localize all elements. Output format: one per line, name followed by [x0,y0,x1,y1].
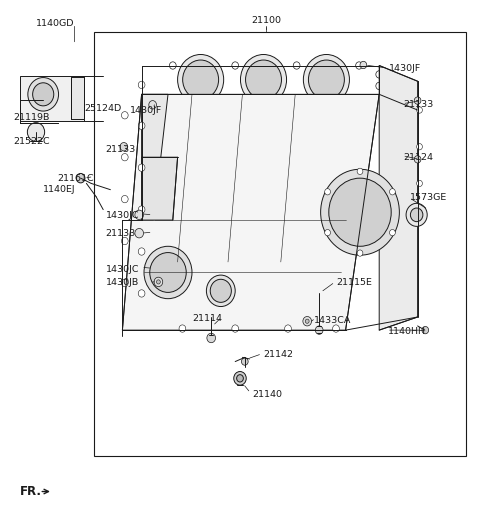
Circle shape [232,325,239,332]
Text: 1140HH: 1140HH [388,326,426,336]
Text: 1433CA: 1433CA [314,316,352,325]
Text: 21133: 21133 [106,145,136,154]
Circle shape [169,62,176,69]
Circle shape [121,154,128,161]
Circle shape [390,230,396,236]
Text: 1573GE: 1573GE [410,193,448,202]
Circle shape [324,189,330,195]
Circle shape [154,277,163,287]
Text: 21124: 21124 [403,152,433,162]
Circle shape [246,60,281,99]
Text: 21133: 21133 [403,100,433,110]
Text: 1430JC: 1430JC [106,211,139,221]
Text: 1140EJ: 1140EJ [43,185,76,194]
Polygon shape [71,77,84,119]
Circle shape [315,326,323,334]
Circle shape [28,78,59,111]
Text: 21161C: 21161C [58,173,94,183]
Circle shape [240,54,287,105]
Circle shape [417,144,422,150]
Text: 1430JF: 1430JF [130,105,162,115]
Circle shape [357,250,363,256]
Circle shape [138,122,145,129]
Circle shape [76,173,85,183]
Text: 21114: 21114 [192,313,222,323]
Circle shape [121,237,128,245]
Circle shape [149,101,156,109]
Polygon shape [20,76,84,121]
Circle shape [422,326,429,334]
Text: 1430JB: 1430JB [106,278,139,288]
Circle shape [27,123,45,141]
Circle shape [357,168,363,174]
Circle shape [138,290,145,297]
Circle shape [183,60,218,99]
Polygon shape [122,94,379,330]
Text: 21522C: 21522C [13,137,50,146]
Text: FR.: FR. [20,485,42,498]
Circle shape [417,180,422,187]
Circle shape [232,62,239,69]
Circle shape [120,143,128,151]
Circle shape [135,210,144,220]
Circle shape [360,61,367,69]
Circle shape [234,372,246,385]
Circle shape [414,97,421,104]
Circle shape [324,230,330,236]
Circle shape [241,358,248,365]
Circle shape [121,112,128,119]
Circle shape [179,325,186,332]
Circle shape [138,248,145,255]
Circle shape [309,60,344,99]
Circle shape [138,206,145,213]
Circle shape [135,228,144,238]
Circle shape [329,178,391,246]
Circle shape [206,275,235,307]
Circle shape [150,253,186,292]
Circle shape [138,81,145,89]
Circle shape [121,279,128,287]
Circle shape [321,169,399,255]
Text: 21133: 21133 [106,228,136,238]
Circle shape [210,279,231,302]
Polygon shape [379,66,418,330]
Circle shape [285,325,291,332]
Circle shape [356,62,362,69]
Circle shape [293,62,300,69]
Circle shape [178,54,224,105]
Polygon shape [142,157,178,220]
Bar [94,32,466,456]
Circle shape [376,71,383,78]
Polygon shape [142,94,168,220]
Text: 21119B: 21119B [13,113,50,123]
Circle shape [376,82,383,90]
Text: 21100: 21100 [252,16,281,26]
Text: 1430JC: 1430JC [106,265,139,275]
Circle shape [406,203,427,226]
Circle shape [303,54,349,105]
Circle shape [414,156,421,163]
Text: 21142: 21142 [263,350,293,359]
Circle shape [390,189,396,195]
Text: 21115E: 21115E [336,278,372,288]
Circle shape [138,164,145,171]
Text: 1140GD: 1140GD [36,19,74,28]
Text: 25124D: 25124D [84,104,121,113]
Circle shape [33,83,54,106]
Circle shape [144,246,192,299]
Circle shape [237,375,243,382]
Circle shape [410,208,423,222]
Circle shape [417,107,422,113]
Circle shape [207,333,216,343]
Circle shape [333,325,339,332]
Text: 1430JF: 1430JF [389,63,421,73]
Circle shape [156,280,160,284]
Circle shape [305,319,309,323]
Circle shape [303,316,312,326]
Text: 21140: 21140 [252,389,282,399]
Circle shape [121,195,128,203]
